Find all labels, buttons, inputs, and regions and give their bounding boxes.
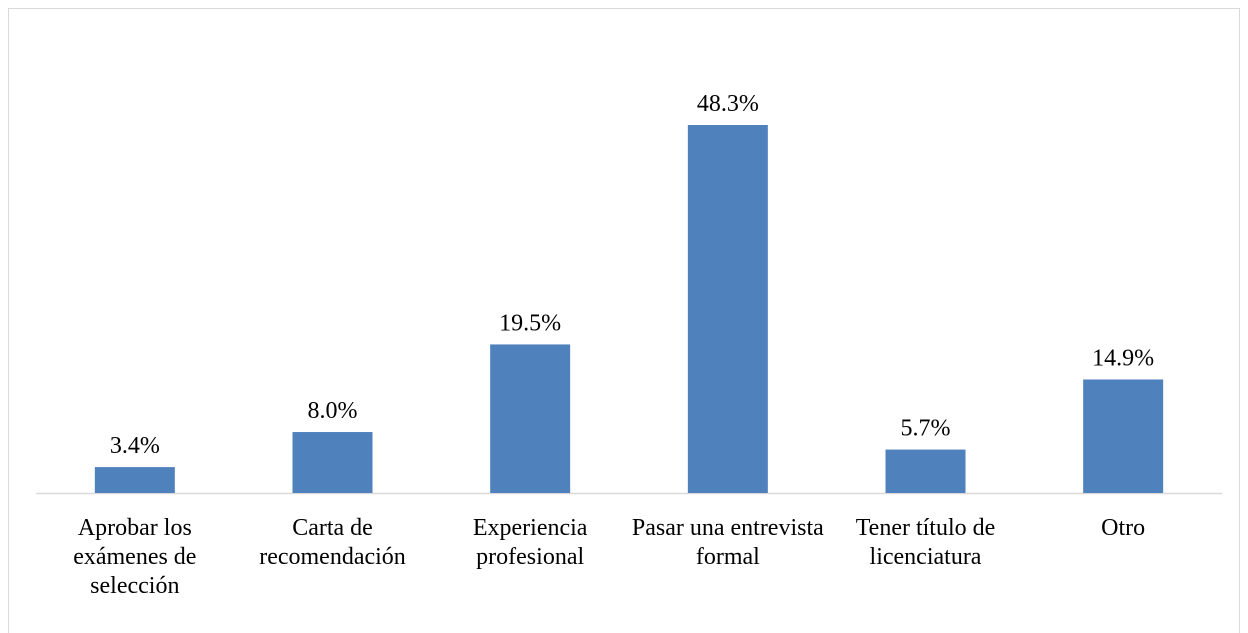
- value-label: 48.3%: [697, 91, 759, 117]
- x-tick-label: Tener título de licenciatura: [855, 515, 996, 570]
- value-label: 5.7%: [901, 416, 951, 442]
- bar: [687, 125, 768, 493]
- bar: [94, 467, 175, 493]
- chart-border: [8, 8, 1240, 633]
- value-label: 8.0%: [308, 398, 358, 424]
- value-label: 19.5%: [499, 310, 561, 336]
- x-tick-label: Experiencia profesional: [472, 515, 588, 570]
- x-tick-label: Aprobar los exámenes de selección: [73, 515, 197, 599]
- value-label: 14.9%: [1092, 345, 1154, 371]
- value-label: 3.4%: [110, 433, 160, 459]
- bar: [292, 432, 373, 493]
- bar: [885, 449, 966, 493]
- x-tick-label: Carta de recomendación: [259, 515, 406, 570]
- x-tick-label: Pasar una entrevista formal: [631, 515, 824, 570]
- bar: [1083, 379, 1164, 493]
- bar: [490, 344, 571, 493]
- x-tick-label: Otro: [1101, 515, 1146, 541]
